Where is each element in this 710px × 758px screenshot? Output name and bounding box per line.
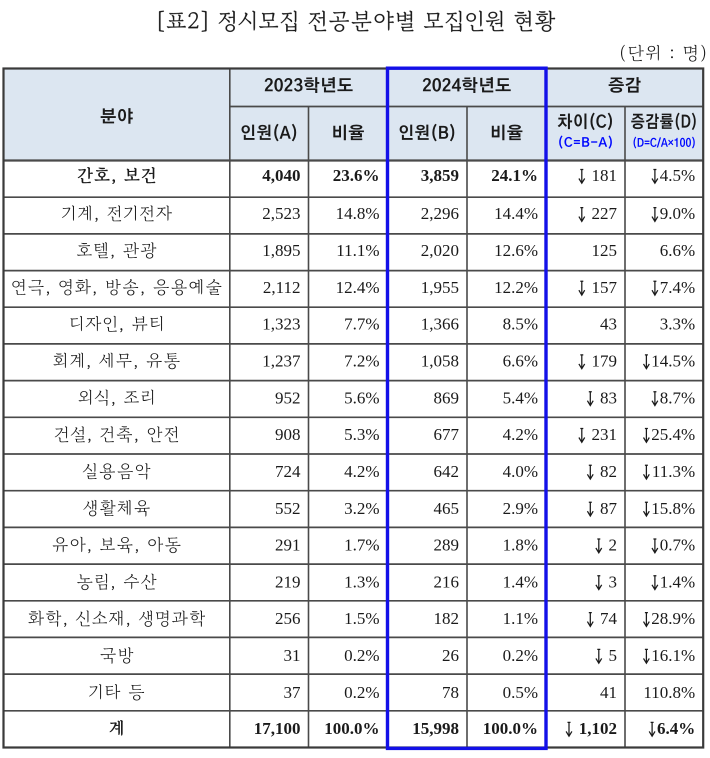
svg-text:1.8%: 1.8% bbox=[503, 536, 538, 555]
svg-text:1,955: 1,955 bbox=[421, 278, 459, 297]
svg-text:83: 83 bbox=[600, 388, 617, 407]
svg-text:4.0%: 4.0% bbox=[503, 462, 538, 481]
svg-text:11.1%: 11.1% bbox=[336, 241, 379, 260]
svg-text:26: 26 bbox=[442, 646, 459, 665]
svg-text:110.8%: 110.8% bbox=[643, 683, 695, 702]
svg-text:24.1%: 24.1% bbox=[491, 166, 538, 185]
svg-text:0.2%: 0.2% bbox=[344, 646, 379, 665]
svg-text:1.5%: 1.5% bbox=[344, 609, 379, 628]
svg-text:16.1%: 16.1% bbox=[651, 646, 695, 665]
svg-text:677: 677 bbox=[434, 425, 460, 444]
svg-text:1,366: 1,366 bbox=[421, 315, 459, 334]
svg-text:100.0%: 100.0% bbox=[483, 719, 538, 738]
svg-text:14.8%: 14.8% bbox=[336, 204, 380, 223]
svg-text:87: 87 bbox=[600, 499, 618, 518]
svg-text:15.8%: 15.8% bbox=[651, 499, 695, 518]
svg-text:74: 74 bbox=[600, 609, 618, 628]
svg-text:3.3%: 3.3% bbox=[660, 315, 695, 334]
svg-text:552: 552 bbox=[275, 499, 301, 518]
svg-text:0.2%: 0.2% bbox=[344, 683, 379, 702]
svg-text:37: 37 bbox=[284, 683, 302, 702]
svg-text:291: 291 bbox=[275, 536, 301, 555]
svg-text:2,112: 2,112 bbox=[263, 278, 301, 297]
svg-text:41: 41 bbox=[600, 683, 617, 702]
svg-text:11.3%: 11.3% bbox=[652, 462, 695, 481]
svg-text:12.6%: 12.6% bbox=[494, 241, 538, 260]
svg-text:908: 908 bbox=[275, 425, 301, 444]
svg-text:2: 2 bbox=[609, 536, 618, 555]
svg-text:1.1%: 1.1% bbox=[503, 609, 538, 628]
svg-text:1.7%: 1.7% bbox=[344, 536, 379, 555]
svg-text:6.4%: 6.4% bbox=[657, 719, 695, 738]
svg-text:3: 3 bbox=[609, 572, 618, 591]
svg-text:724: 724 bbox=[275, 462, 301, 481]
svg-text:4.2%: 4.2% bbox=[503, 425, 538, 444]
svg-text:4,040: 4,040 bbox=[262, 166, 300, 185]
svg-text:12.2%: 12.2% bbox=[494, 278, 538, 297]
svg-text:465: 465 bbox=[434, 499, 460, 518]
svg-text:28.9%: 28.9% bbox=[651, 609, 695, 628]
svg-text:1,323: 1,323 bbox=[262, 315, 300, 334]
svg-text:219: 219 bbox=[275, 572, 301, 591]
svg-text:1,102: 1,102 bbox=[579, 719, 617, 738]
svg-text:12.4%: 12.4% bbox=[336, 278, 380, 297]
svg-text:7.4%: 7.4% bbox=[660, 278, 695, 297]
svg-text:7.2%: 7.2% bbox=[344, 352, 379, 371]
svg-text:2,523: 2,523 bbox=[262, 204, 300, 223]
svg-text:6.6%: 6.6% bbox=[660, 241, 695, 260]
svg-text:1.4%: 1.4% bbox=[660, 572, 695, 591]
svg-text:179: 179 bbox=[592, 352, 618, 371]
svg-text:4.5%: 4.5% bbox=[660, 166, 695, 185]
svg-text:952: 952 bbox=[275, 388, 301, 407]
svg-text:0.2%: 0.2% bbox=[503, 646, 538, 665]
svg-text:8.5%: 8.5% bbox=[503, 315, 538, 334]
svg-text:5.3%: 5.3% bbox=[344, 425, 379, 444]
svg-text:182: 182 bbox=[434, 609, 460, 628]
svg-text:14.5%: 14.5% bbox=[651, 352, 695, 371]
svg-text:289: 289 bbox=[434, 536, 460, 555]
svg-text:1,895: 1,895 bbox=[262, 241, 300, 260]
svg-text:1.3%: 1.3% bbox=[344, 572, 379, 591]
svg-text:100.0%: 100.0% bbox=[324, 719, 379, 738]
svg-text:78: 78 bbox=[442, 683, 459, 702]
svg-text:15,998: 15,998 bbox=[412, 719, 459, 738]
svg-text:3,859: 3,859 bbox=[421, 166, 459, 185]
svg-text:157: 157 bbox=[592, 278, 618, 297]
svg-text:14.4%: 14.4% bbox=[494, 204, 538, 223]
svg-text:3.2%: 3.2% bbox=[344, 499, 379, 518]
svg-text:6.6%: 6.6% bbox=[503, 352, 538, 371]
svg-text:23.6%: 23.6% bbox=[333, 166, 380, 185]
svg-text:8.7%: 8.7% bbox=[660, 388, 695, 407]
svg-text:181: 181 bbox=[592, 166, 618, 185]
svg-text:227: 227 bbox=[592, 204, 618, 223]
svg-text:9.0%: 9.0% bbox=[660, 204, 695, 223]
svg-text:231: 231 bbox=[592, 425, 618, 444]
svg-text:5.4%: 5.4% bbox=[503, 388, 538, 407]
svg-text:43: 43 bbox=[600, 315, 617, 334]
svg-text:256: 256 bbox=[275, 609, 301, 628]
svg-text:125: 125 bbox=[592, 241, 618, 260]
svg-text:1,058: 1,058 bbox=[421, 352, 459, 371]
svg-text:0.5%: 0.5% bbox=[503, 683, 538, 702]
svg-text:4.2%: 4.2% bbox=[344, 462, 379, 481]
svg-text:216: 216 bbox=[434, 572, 460, 591]
svg-text:17,100: 17,100 bbox=[254, 719, 301, 738]
svg-text:7.7%: 7.7% bbox=[344, 315, 379, 334]
svg-text:1,237: 1,237 bbox=[262, 352, 301, 371]
svg-text:5.6%: 5.6% bbox=[344, 388, 379, 407]
svg-text:1.4%: 1.4% bbox=[503, 572, 538, 591]
svg-text:2,296: 2,296 bbox=[421, 204, 459, 223]
svg-text:642: 642 bbox=[434, 462, 460, 481]
svg-text:869: 869 bbox=[434, 388, 460, 407]
svg-text:31: 31 bbox=[284, 646, 301, 665]
svg-text:2.9%: 2.9% bbox=[503, 499, 538, 518]
svg-text:25.4%: 25.4% bbox=[651, 425, 695, 444]
svg-text:82: 82 bbox=[600, 462, 617, 481]
svg-text:2,020: 2,020 bbox=[421, 241, 459, 260]
svg-text:0.7%: 0.7% bbox=[660, 536, 695, 555]
svg-text:5: 5 bbox=[609, 646, 618, 665]
